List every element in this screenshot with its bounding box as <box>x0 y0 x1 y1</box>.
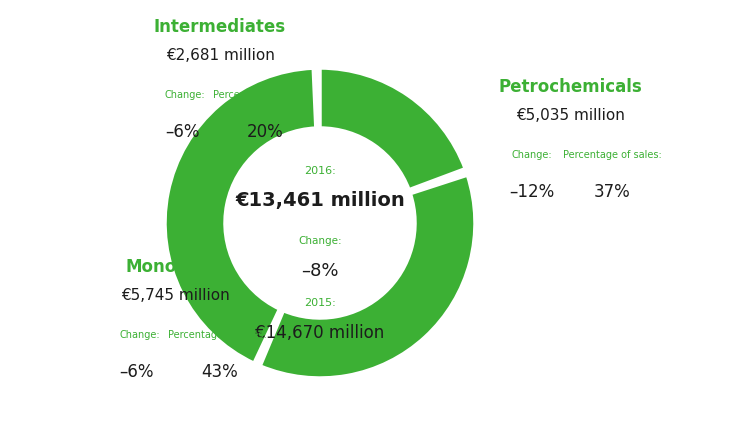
Text: Percentage of sales:: Percentage of sales: <box>213 90 311 100</box>
Text: 43%: 43% <box>202 363 238 381</box>
Text: €2,681 million: €2,681 million <box>166 48 274 63</box>
Text: 37%: 37% <box>594 183 630 201</box>
Wedge shape <box>320 68 465 190</box>
Text: €5,745 million: €5,745 million <box>121 288 230 303</box>
Text: –8%: –8% <box>302 262 339 280</box>
Text: €13,461 million: €13,461 million <box>236 191 405 210</box>
Text: Change:: Change: <box>298 236 342 246</box>
Text: 2016:: 2016: <box>304 166 336 176</box>
Text: 2015:: 2015: <box>304 298 336 308</box>
Text: €5,035 million: €5,035 million <box>515 108 625 123</box>
Text: Percentage of sales:: Percentage of sales: <box>168 330 266 340</box>
Text: Change:: Change: <box>165 90 206 100</box>
Wedge shape <box>260 175 475 378</box>
Text: €14,670 million: €14,670 million <box>255 324 385 342</box>
Text: Monomers: Monomers <box>126 258 224 276</box>
Wedge shape <box>165 68 316 363</box>
Text: Intermediates: Intermediates <box>154 18 286 36</box>
Text: –6%: –6% <box>120 363 154 381</box>
Text: –12%: –12% <box>509 183 554 201</box>
Text: Change:: Change: <box>120 330 160 340</box>
Text: Change:: Change: <box>512 150 552 160</box>
Text: –6%: –6% <box>165 123 200 141</box>
Text: 20%: 20% <box>247 123 284 141</box>
Text: Percentage of sales:: Percentage of sales: <box>562 150 662 160</box>
Text: Petrochemicals: Petrochemicals <box>498 78 642 96</box>
